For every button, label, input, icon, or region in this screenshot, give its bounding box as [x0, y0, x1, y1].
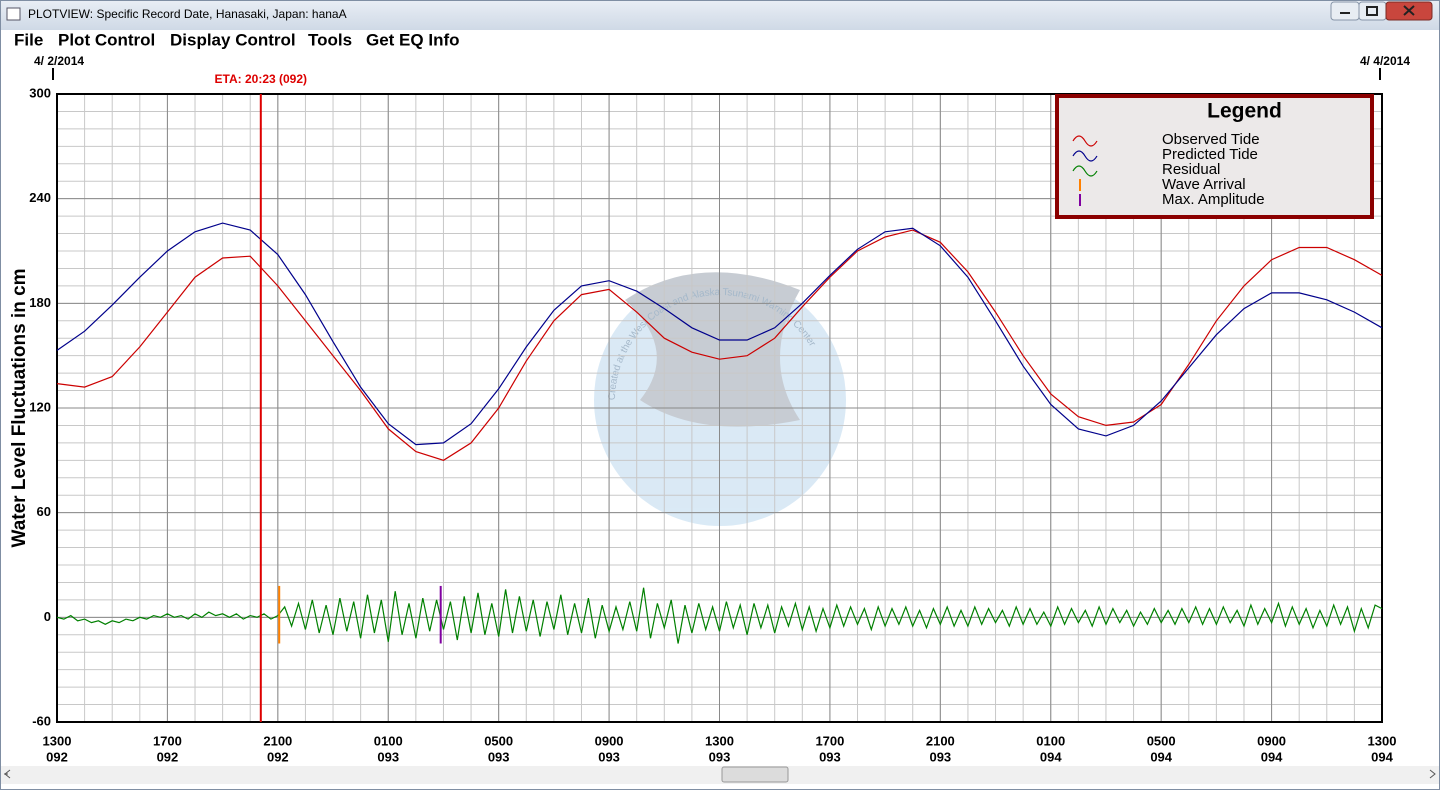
x-tick-label: 1700 — [153, 733, 182, 748]
scrollbar[interactable] — [0, 766, 1440, 784]
x-tick-day: 092 — [157, 749, 179, 764]
app-icon — [6, 7, 21, 21]
menu: File Plot Control Display Control Tools Get … — [14, 30, 460, 49]
y-tick-label: 240 — [29, 190, 51, 205]
x-tick-day: 093 — [598, 749, 620, 764]
minimize-button[interactable] — [1330, 1, 1360, 21]
x-tick-label: 0900 — [595, 733, 624, 748]
x-tick-label: 2100 — [263, 733, 292, 748]
x-tick-label: 1300 — [705, 733, 734, 748]
menu-item[interactable]: Display Control — [170, 30, 296, 49]
x-tick-label: 0100 — [1036, 733, 1065, 748]
series-line — [56, 229, 1383, 461]
x-tick-label: 0100 — [374, 733, 403, 748]
y-tick-label: 120 — [29, 399, 51, 414]
menu-item[interactable]: Plot Control — [58, 30, 155, 49]
maximize-button[interactable] — [1358, 1, 1387, 21]
x-tick-day: 093 — [488, 749, 510, 764]
x-tick-day: 092 — [267, 749, 289, 764]
end-date: 4/ 4/2014 — [1360, 54, 1410, 68]
x-tick-day: 094 — [1261, 749, 1283, 764]
menu-item[interactable]: File — [14, 30, 43, 49]
legend-box — [1055, 94, 1374, 219]
x-tick-day: 093 — [377, 749, 399, 764]
legend-label: Max. Amplitude — [1162, 191, 1265, 208]
eta-label: ETA: 20:23 (092) — [215, 72, 307, 86]
x-tick-label: 1300 — [1368, 733, 1397, 748]
scroll-thumb[interactable] — [721, 766, 789, 783]
plot-frame — [56, 93, 1383, 723]
title-bar — [0, 0, 1440, 30]
y-tick-label: -60 — [32, 713, 51, 728]
y-tick-label: 180 — [29, 295, 51, 310]
series-line — [56, 587, 1383, 644]
menu-item[interactable]: Tools — [308, 30, 352, 49]
x-tick-day: 094 — [1371, 749, 1393, 764]
plot: -600601201802403001300092170009221000920… — [29, 72, 1396, 764]
y-tick-label: 300 — [29, 85, 51, 100]
x-tick-label: 1700 — [815, 733, 844, 748]
x-tick-label: 2100 — [926, 733, 955, 748]
x-tick-day: 094 — [1150, 749, 1172, 764]
x-tick-label: 0500 — [1147, 733, 1176, 748]
x-tick-day: 093 — [929, 749, 951, 764]
legend-label: Observed Tide — [1162, 131, 1260, 148]
start-date: 4/ 2/2014 — [34, 54, 84, 68]
y-tick-label: 0 — [44, 609, 51, 624]
x-tick-label: 0900 — [1257, 733, 1286, 748]
legend-title: Legend — [1207, 100, 1282, 123]
control-glyphs — [1340, 5, 1415, 16]
legend-label: Predicted Tide — [1162, 146, 1258, 163]
x-tick-day: 092 — [46, 749, 68, 764]
series-line — [56, 222, 1383, 446]
x-tick-day: 093 — [819, 749, 841, 764]
window-controls[interactable] — [1330, 1, 1433, 21]
legend-label: Wave Arrival — [1162, 176, 1246, 193]
watermark-gull — [625, 272, 800, 427]
y-tick-label: 60 — [37, 504, 51, 519]
x-tick-label: 1300 — [43, 733, 72, 748]
y-axis-label: Water Level Fluctuations in cm — [9, 268, 30, 547]
window-title: PLOTVIEW: Specific Record Date, Hanasaki… — [28, 7, 347, 21]
scroll-track[interactable] — [0, 766, 1440, 784]
legend-swatch — [1072, 150, 1098, 162]
legend-swatch — [1072, 165, 1098, 177]
x-tick-day: 093 — [709, 749, 731, 764]
scroll-arrows[interactable] — [4, 769, 1436, 779]
menu-bar — [0, 30, 1440, 52]
legend-swatch — [1072, 135, 1098, 147]
x-tick-label: 0500 — [484, 733, 513, 748]
legend-label: Residual — [1162, 161, 1220, 178]
x-tick-day: 094 — [1040, 749, 1062, 764]
menu-item[interactable]: Get EQ Info — [366, 30, 460, 49]
